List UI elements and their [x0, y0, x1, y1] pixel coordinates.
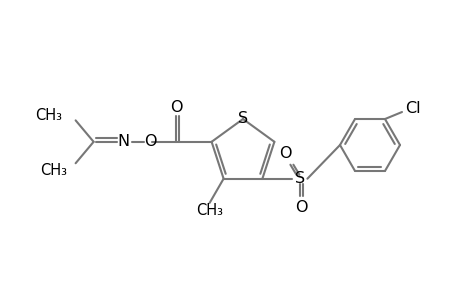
Text: CH₃: CH₃: [196, 203, 223, 218]
Text: O: O: [279, 146, 291, 161]
Text: CH₃: CH₃: [35, 108, 62, 123]
Text: S: S: [237, 110, 247, 125]
Text: O: O: [295, 200, 307, 215]
Text: Cl: Cl: [404, 100, 420, 116]
Text: S: S: [295, 171, 305, 186]
Text: O: O: [144, 134, 157, 149]
Text: CH₃: CH₃: [40, 163, 67, 178]
Text: N: N: [118, 134, 129, 149]
Text: O: O: [170, 100, 183, 115]
